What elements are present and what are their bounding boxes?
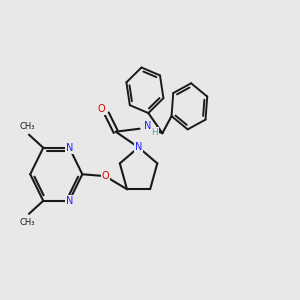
- Text: N: N: [144, 122, 151, 131]
- Text: N: N: [135, 142, 142, 152]
- Text: N: N: [66, 143, 73, 153]
- Text: CH₃: CH₃: [20, 218, 35, 226]
- Text: N: N: [66, 196, 73, 206]
- Text: H: H: [152, 128, 158, 137]
- Text: O: O: [97, 104, 105, 114]
- Text: O: O: [102, 171, 109, 181]
- Text: CH₃: CH₃: [20, 122, 35, 131]
